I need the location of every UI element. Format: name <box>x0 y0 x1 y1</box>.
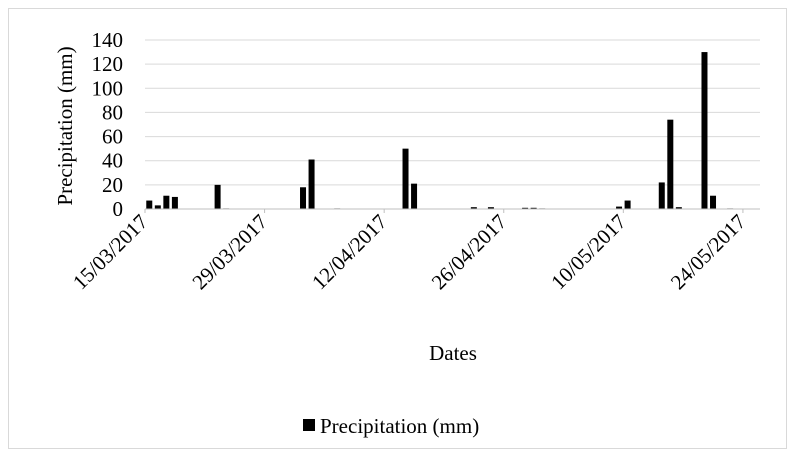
y-tick-label: 100 <box>92 76 124 100</box>
legend-label: Precipitation (mm) <box>320 414 479 438</box>
bar <box>411 183 418 209</box>
x-axis-ticks: 15/03/2017 29/03/2017 12/04/2017 26/04/2017… <box>68 209 751 295</box>
y-tick-label: 0 <box>113 197 124 221</box>
legend-swatch <box>303 419 315 431</box>
bar <box>530 207 537 209</box>
bar <box>667 119 674 209</box>
bar <box>616 206 623 209</box>
x-tick-label: 15/03/2017 <box>68 210 153 295</box>
y-tick-label: 80 <box>102 100 123 124</box>
x-tick-label: 29/03/2017 <box>187 210 272 295</box>
gridlines <box>145 39 760 186</box>
bar <box>163 195 170 209</box>
bar <box>470 207 477 209</box>
y-axis-title: Precipitation (mm) <box>53 46 77 205</box>
x-tick-label: 24/05/2017 <box>666 210 751 295</box>
bar <box>308 159 315 209</box>
y-tick-label: 140 <box>92 28 124 52</box>
bars <box>146 52 734 210</box>
bar <box>701 52 708 210</box>
chart-frame <box>8 8 787 449</box>
legend: Precipitation (mm) <box>303 414 479 438</box>
y-tick-label: 120 <box>92 52 124 76</box>
bar <box>300 187 307 209</box>
x-tick-label: 26/04/2017 <box>427 210 512 295</box>
bar <box>171 196 178 209</box>
y-tick-label: 60 <box>102 125 123 149</box>
bar <box>487 207 494 209</box>
bar <box>402 148 409 209</box>
bar <box>658 182 665 209</box>
bar <box>214 184 221 209</box>
bar <box>624 200 631 209</box>
x-tick-label: 12/04/2017 <box>307 210 392 295</box>
bar <box>710 195 717 209</box>
y-tick-label: 20 <box>102 173 123 197</box>
x-axis-title: Dates <box>429 341 477 365</box>
bar <box>522 207 529 209</box>
bar <box>146 200 153 209</box>
bar <box>675 207 682 209</box>
x-tick-label: 10/05/2017 <box>546 210 631 295</box>
y-tick-label: 40 <box>102 149 123 173</box>
bar <box>154 205 161 209</box>
